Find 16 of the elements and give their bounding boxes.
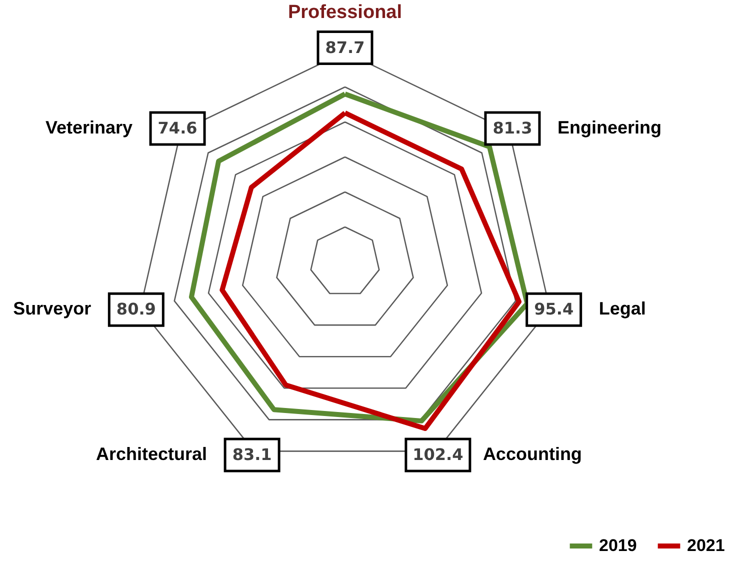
text: 83.1 — [232, 444, 272, 464]
legend-label: 2021 — [687, 536, 725, 555]
spoke-label: Veterinary — [45, 117, 133, 138]
spoke-label: Engineering — [557, 117, 662, 138]
text: 95.4 — [534, 300, 574, 319]
spoke-label: Accounting — [482, 444, 582, 464]
spoke-label: Surveyor — [13, 298, 92, 319]
spoke-label: Architectural — [96, 444, 208, 464]
text: 102.4 — [412, 444, 464, 464]
text: 87.7 — [325, 38, 365, 57]
legend-label: 2019 — [599, 536, 637, 555]
spoke-label: Legal — [598, 298, 646, 319]
text: 80.9 — [116, 300, 156, 319]
spoke-label: Professional — [288, 2, 402, 23]
text: 74.6 — [158, 118, 198, 138]
text: 81.3 — [492, 118, 532, 138]
